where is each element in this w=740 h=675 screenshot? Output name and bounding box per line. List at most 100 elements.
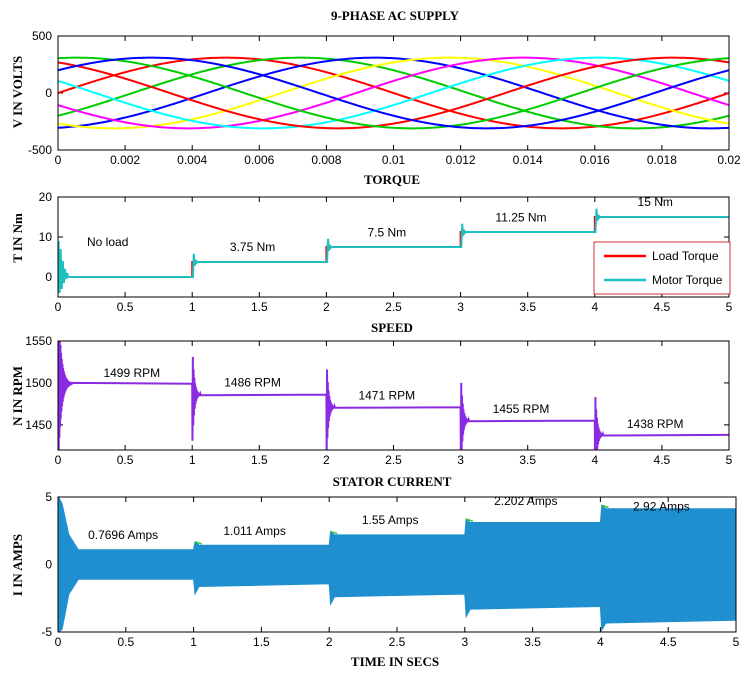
current-x-tick-label: 0 — [55, 635, 62, 649]
current-y-tick-label: 0 — [45, 558, 52, 572]
supply-x-tick-label: 0.006 — [244, 153, 274, 167]
speed-plot-area — [58, 341, 729, 450]
torque-annotation: 3.75 Nm — [230, 240, 275, 254]
supply-x-tick-label: 0.01 — [382, 153, 406, 167]
torque-annotation: 7.5 Nm — [367, 226, 406, 240]
supply-ylabel: V IN VOLTS — [10, 56, 25, 128]
supply-axes-frame — [57, 35, 730, 151]
current-annotation: 2.202 Amps — [494, 494, 557, 508]
supply-phase-3-line — [58, 56, 729, 130]
current-annotation: 0.7696 Amps — [88, 528, 158, 542]
current-x-tick-label: 5 — [733, 635, 740, 649]
supply-x-tick-label: 0.002 — [110, 153, 140, 167]
current-annotation: 1.55 Amps — [362, 513, 419, 527]
legend-box — [593, 241, 731, 295]
current-x-tick-label: 1.5 — [253, 635, 270, 649]
current-x-tick-label: 3 — [461, 635, 468, 649]
speed-x-tick-label: 5 — [726, 453, 733, 467]
torque-panel: TORQUE T IN Nm 0 0.5 1 1.5 2 2.5 3 3.5 4 4.5 5 0 10 2… — [10, 172, 733, 314]
speed-x-tick-label: 4.5 — [654, 453, 671, 467]
speed-annotation: 1499 RPM — [103, 366, 160, 380]
speed-plot: 0 0.5 1 1.5 2 2.5 3 3.5 4 4.5 5 1450 1500 1550 1499 RP… — [25, 334, 733, 467]
speed-annotation: 1486 RPM — [224, 375, 281, 389]
current-x-tick-label: 0.5 — [117, 635, 134, 649]
torque-y-tick-label: 20 — [39, 190, 53, 204]
current-x-tick-label: 1 — [190, 635, 197, 649]
supply-y-tick-label: 500 — [32, 29, 52, 43]
speed-annotation: 1455 RPM — [493, 402, 550, 416]
supply-series-group — [58, 56, 729, 130]
speed-x-tick-label: 1 — [189, 453, 196, 467]
torque-x-tick-label: 1 — [189, 300, 196, 314]
current-y-tick-label: 5 — [45, 490, 52, 504]
torque-x-tick-label: 4.5 — [654, 300, 671, 314]
supply-y-tick-label: 0 — [45, 86, 52, 100]
torque-x-tick-label: 0 — [55, 300, 62, 314]
speed-axes-frame — [57, 340, 730, 451]
supply-x-tick-label: 0.02 — [717, 153, 740, 167]
current-annotation: 1.011 Amps — [223, 524, 285, 538]
supply-phase-2-line — [58, 56, 729, 130]
torque-x-tick-label: 3.5 — [519, 300, 536, 314]
speed-y-tick-label: 1550 — [25, 334, 52, 348]
current-step-peak — [465, 518, 474, 522]
current-step-peak — [601, 504, 609, 509]
current-x-tick-label: 2 — [326, 635, 333, 649]
torque-x-tick-label: 5 — [726, 300, 733, 314]
supply-phase-6-line — [58, 56, 729, 130]
current-ylabel: I IN AMPS — [10, 534, 25, 596]
speed-title: SPEED — [371, 320, 413, 335]
supply-phase-7-line — [58, 56, 729, 130]
current-annotation: 2.92 Amps — [633, 500, 690, 514]
speed-x-tick-label: 3 — [457, 453, 464, 467]
supply-x-tick-label: 0.016 — [580, 153, 610, 167]
speed-x-tick-label: 0 — [55, 453, 62, 467]
speed-y-tick-label: 1450 — [25, 418, 52, 432]
speed-x-tick-label: 4 — [591, 453, 598, 467]
speed-annotation: 1438 RPM — [627, 417, 684, 431]
speed-x-tick-label: 2 — [323, 453, 330, 467]
supply-x-tick-label: 0.014 — [513, 153, 543, 167]
torque-x-tick-label: 1.5 — [251, 300, 268, 314]
torque-x-tick-label: 2.5 — [385, 300, 402, 314]
supply-phase-9-line — [58, 56, 729, 130]
torque-annotation: 15 Nm — [638, 195, 673, 209]
torque-x-tick-label: 2 — [323, 300, 330, 314]
supply-x-tick-label: 0.008 — [311, 153, 341, 167]
torque-ylabel: T IN Nm — [10, 213, 25, 263]
supply-phase-1-line — [58, 56, 729, 130]
supply-phase-5-line — [58, 56, 729, 130]
torque-title: TORQUE — [364, 172, 420, 187]
supply-phase-4-line — [58, 56, 729, 130]
torque-annotation: No load — [87, 235, 128, 249]
current-axes-frame — [57, 496, 737, 633]
speed-line — [58, 341, 729, 450]
supply-x-tick-label: 0.004 — [177, 153, 207, 167]
supply-plot: 0 0.002 0.004 0.006 0.008 0.01 0.012 0.014 0.016… — [28, 29, 740, 167]
supply-title: 9-PHASE AC SUPPLY — [331, 8, 460, 23]
torque-x-tick-label: 3 — [457, 300, 464, 314]
speed-x-tick-label: 0.5 — [117, 453, 134, 467]
current-x-tick-label: 4.5 — [660, 635, 677, 649]
supply-x-tick-label: 0.012 — [446, 153, 476, 167]
torque-annotation: 11.25 Nm — [495, 210, 546, 224]
torque-series-group — [58, 208, 729, 294]
current-title: STATOR CURRENT — [333, 474, 452, 489]
supply-x-tick-label: 0.018 — [647, 153, 677, 167]
current-x-tick-label: 3.5 — [524, 635, 541, 649]
speed-x-tick-label: 3.5 — [519, 453, 536, 467]
torque-y-tick-label: 0 — [45, 270, 52, 284]
current-x-tick-label: 2.5 — [389, 635, 406, 649]
torque-y-tick-label: 10 — [39, 230, 53, 244]
supply-phase-8-line — [58, 56, 729, 130]
current-xlabel: TIME IN SECS — [351, 654, 439, 669]
speed-ylabel: N IN RPM — [10, 366, 25, 426]
legend-label-load-torque: Load Torque — [652, 249, 719, 263]
torque-x-tick-label: 0.5 — [117, 300, 134, 314]
supply-x-tick-label: 0 — [55, 153, 62, 167]
current-step-peak — [330, 530, 338, 535]
speed-annotation: 1471 RPM — [358, 389, 415, 403]
speed-y-tick-label: 1500 — [25, 376, 52, 390]
speed-panel: SPEED N IN RPM 0 0.5 1 1.5 2 2.5 3 3.5 4 4.5 5 1450… — [10, 320, 733, 467]
